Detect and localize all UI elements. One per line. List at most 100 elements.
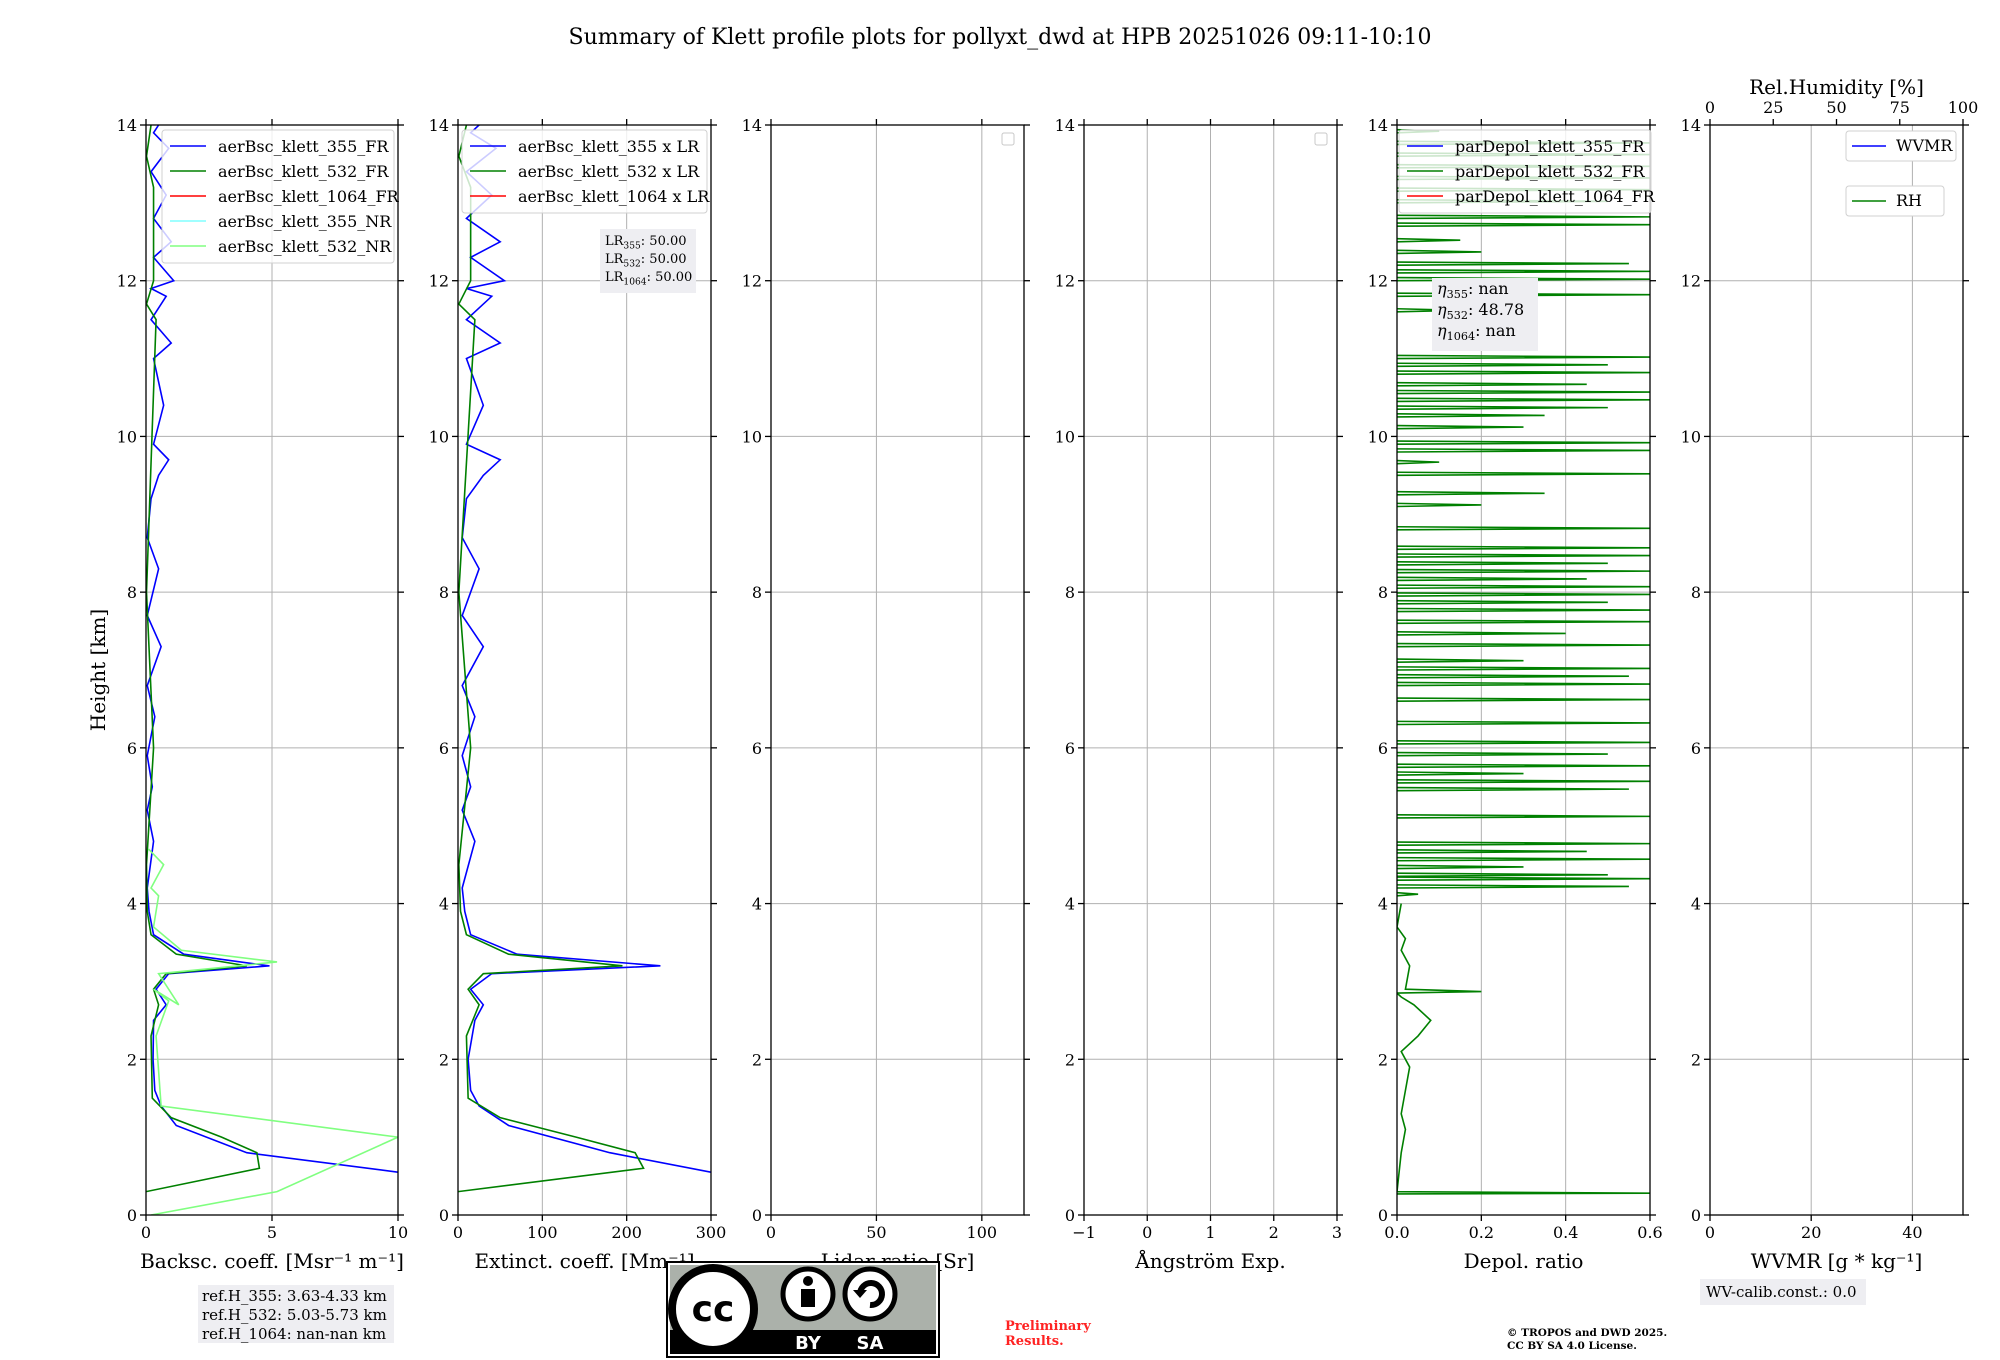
top-xtick-label: 0: [1705, 98, 1715, 117]
by-head: [803, 1276, 813, 1286]
ytick-label: 10: [117, 427, 137, 446]
depol-spike: [1397, 751, 1608, 757]
panel-backscatter: 0 2 4 6 8 10 12 14 0 5 10 Backsc. coeff. [Msr⁻¹ m⁻¹…: [86, 116, 408, 1273]
annotation-line: LR532: 50.00: [605, 252, 687, 269]
depol-spike: [1397, 872, 1608, 878]
ytick-label: 0: [1378, 1206, 1388, 1225]
legend-entry: aerBsc_klett_355_NR: [218, 212, 392, 231]
ytick-label: 14: [1055, 116, 1075, 135]
x-axis-label: Backsc. coeff. [Msr⁻¹ m⁻¹]: [140, 1249, 404, 1273]
reference-heights-box: ref.H_355: 3.63-4.33 km ref.H_532: 5.03-…: [198, 1285, 394, 1343]
depol-spike: [1397, 214, 1650, 220]
ytick-label: 2: [1065, 1050, 1075, 1069]
depol-spike: [1397, 849, 1587, 854]
depol-spike: [1397, 568, 1650, 574]
copyright-line2: CC BY SA 4.0 License.: [1507, 1340, 1637, 1352]
plot-area: [146, 125, 398, 1215]
ytick-label: 14: [1681, 116, 1701, 135]
depol-spike: [1397, 471, 1650, 477]
legend-box: [161, 129, 395, 264]
ytick-label: 12: [1681, 272, 1701, 291]
ytick-label: 12: [742, 272, 762, 291]
depol-spike: [1397, 891, 1419, 897]
depol-spike: [1397, 525, 1650, 531]
depol-spike: [1397, 592, 1650, 597]
ytick-label: 8: [439, 583, 449, 602]
xtick-label: 0: [141, 1223, 151, 1242]
empty-legend-icon: [1001, 132, 1015, 146]
legend-box: [1845, 130, 1957, 162]
depol-spike: [1397, 405, 1608, 410]
legend-entry: aerBsc_klett_355 x LR: [518, 137, 700, 156]
sa-arrow-head: [853, 1290, 867, 1298]
xtick-label: 3: [1332, 1223, 1342, 1242]
xtick-label: 0: [766, 1223, 776, 1242]
legend-box: [1398, 129, 1652, 214]
ytick-label: 6: [1065, 739, 1075, 758]
top-xtick-label: 100: [1948, 98, 1979, 117]
axes-frame: [457, 124, 712, 1216]
ytick-label: 0: [439, 1206, 449, 1225]
xtick-label: 0: [1142, 1223, 1152, 1242]
xtick-label: 200: [611, 1223, 642, 1242]
depol-spike: [1397, 397, 1650, 403]
xtick-label: 2: [1269, 1223, 1279, 1242]
x-axis-label: Ångström Exp.: [1134, 1248, 1285, 1273]
ytick-label: 0: [1691, 1206, 1701, 1225]
top-xtick-label: 75: [1890, 98, 1910, 117]
sa-circle-icon: [842, 1266, 898, 1322]
ytick-label: 0: [127, 1206, 137, 1225]
ytick-label: 4: [1378, 895, 1388, 914]
top-xtick-label: 25: [1763, 98, 1783, 117]
depol-spike: [1397, 658, 1524, 664]
legend-entry: aerBsc_klett_532_FR: [218, 162, 389, 181]
depol-spike: [1397, 261, 1629, 266]
legend-entry: aerBsc_klett_532 x LR: [518, 162, 700, 181]
ytick-label: 14: [429, 116, 449, 135]
series-parDepol_klett_532_FR: [1397, 903, 1650, 1195]
axes-frame: [1709, 124, 1964, 1216]
copyright-note: © TROPOS and DWD 2025. CC BY SA 4.0 Lice…: [1507, 1327, 1667, 1353]
by-body: [801, 1289, 815, 1307]
ytick-label: 0: [752, 1206, 762, 1225]
y-axis-label: Height [km]: [86, 609, 110, 731]
legend-box: [1845, 185, 1945, 217]
panel-depol: 0 2 4 6 8 10 12 14 0.0 0.2 0.4 0.6 Depol. ratio parDe…: [1368, 116, 1663, 1273]
ytick-label: 8: [752, 583, 762, 602]
x-axis-label: WVMR [g * kg⁻¹]: [1751, 1249, 1923, 1273]
by-label: BY: [795, 1333, 822, 1354]
xtick-label: 20: [1801, 1223, 1821, 1242]
ytick-label: 6: [1378, 739, 1388, 758]
ytick-label: 2: [1378, 1050, 1388, 1069]
ytick-label: 2: [439, 1050, 449, 1069]
ytick-label: 10: [429, 427, 449, 446]
depol-spike: [1397, 864, 1524, 870]
xtick-label: 0.2: [1469, 1223, 1494, 1242]
depol-spike: [1397, 619, 1650, 625]
xtick-label: 0.4: [1553, 1223, 1578, 1242]
depol-spike: [1397, 553, 1650, 558]
ytick-label: 4: [752, 895, 762, 914]
x-axis-label: Extinct. coeff. [Mm⁻¹]: [474, 1249, 694, 1273]
depol-spike: [1397, 362, 1608, 368]
ytick-label: 14: [742, 116, 762, 135]
ytick-label: 12: [1055, 272, 1075, 291]
legend-entry: WVMR: [1896, 136, 1953, 155]
x-axis-label: Depol. ratio: [1464, 1249, 1584, 1273]
ytick-label: 10: [1055, 427, 1075, 446]
series-aerBsc_klett_532_NR: [147, 848, 398, 1215]
annotation-line: η1064: nan: [1437, 321, 1516, 343]
copyright-line1: © TROPOS and DWD 2025.: [1507, 1327, 1668, 1339]
ytick-label: 8: [127, 583, 137, 602]
depol-spike: [1397, 856, 1650, 862]
xtick-label: 1: [1205, 1223, 1215, 1242]
depol-spike: [1397, 631, 1566, 636]
depol-spike: [1397, 269, 1650, 274]
ref-height-532: ref.H_532: 5.03-5.73 km: [202, 1306, 387, 1324]
cc-license-badge: cc BY SA: [666, 1261, 940, 1358]
ytick-label: 4: [1691, 895, 1701, 914]
depol-spike: [1397, 771, 1524, 776]
